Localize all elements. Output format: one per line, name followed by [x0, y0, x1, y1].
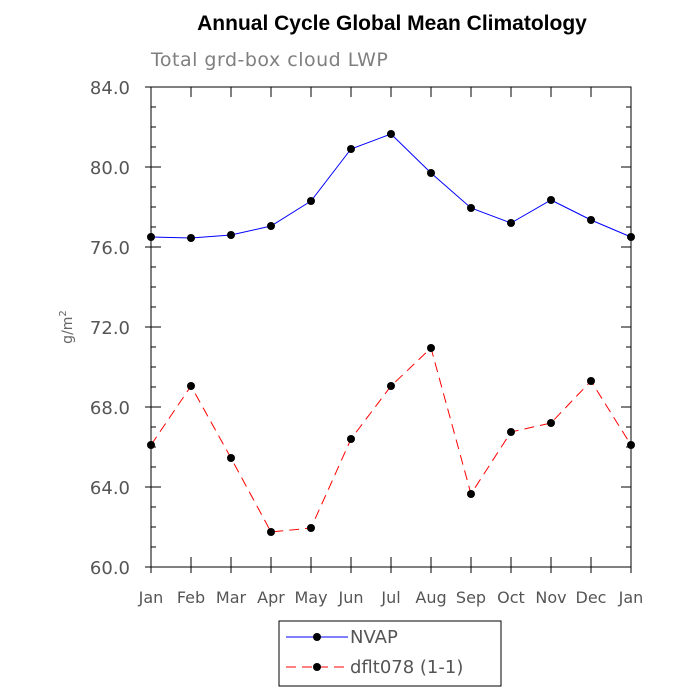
plot-frame — [150, 86, 632, 568]
data-point — [547, 419, 555, 427]
data-point — [267, 528, 275, 536]
series-1 — [147, 344, 635, 536]
data-point — [227, 454, 235, 462]
x-tick-label: Jan — [618, 588, 644, 607]
legend-label: dflt078 (1-1) — [350, 657, 463, 678]
legend: NVAP dflt078 (1-1) — [278, 620, 502, 687]
y-tick-label: 80.0 — [90, 158, 130, 179]
legend-box — [278, 620, 502, 687]
x-tick-label: May — [294, 588, 327, 607]
x-tick-label: Sep — [456, 588, 486, 607]
legend-label: NVAP — [350, 627, 398, 648]
data-point — [387, 130, 395, 138]
x-tick-label: Jul — [380, 588, 400, 607]
data-point — [147, 233, 155, 241]
x-tick-label: Nov — [535, 588, 566, 607]
data-point — [307, 197, 315, 205]
x-tick-label: Aug — [415, 588, 446, 607]
data-point — [427, 344, 435, 352]
x-tick-label: Oct — [497, 588, 525, 607]
chart-title: Annual Cycle Global Mean Climatology — [197, 12, 587, 35]
data-point — [427, 169, 435, 177]
series-line — [150, 347, 632, 533]
data-point — [507, 428, 515, 436]
legend-item: dflt078 (1-1) — [286, 657, 463, 678]
legend-marker — [313, 633, 321, 641]
data-point — [187, 234, 195, 242]
x-axis-labels: Jan Feb Mar Apr May Jun Jul Aug Sep Oct Nov Dec Jan — [138, 588, 644, 607]
data-point — [227, 231, 235, 239]
data-point — [307, 524, 315, 532]
data-point — [507, 219, 515, 227]
y-tick-label: 76.0 — [90, 238, 130, 259]
data-point — [627, 441, 635, 449]
data-point — [627, 233, 635, 241]
legend-marker — [313, 663, 321, 671]
y-tick-label: 64.0 — [90, 478, 130, 499]
legend-item: NVAP — [286, 627, 398, 648]
x-tick-label: Feb — [177, 588, 205, 607]
data-point — [147, 441, 155, 449]
series-0 — [147, 130, 635, 242]
x-tick-label: Jun — [338, 588, 364, 607]
axis-ticks — [145, 86, 632, 573]
data-point — [467, 490, 475, 498]
y-tick-label: 68.0 — [90, 398, 130, 419]
data-point — [347, 145, 355, 153]
data-point — [187, 382, 195, 390]
y-axis-label: g/m2 — [58, 310, 76, 344]
y-axis-labels: 60.0 64.0 68.0 72.0 76.0 80.0 84.0 — [90, 78, 130, 579]
series-line — [150, 133, 632, 239]
data-point — [587, 216, 595, 224]
data-point — [267, 222, 275, 230]
data-point — [547, 196, 555, 204]
x-tick-label: Jan — [138, 588, 164, 607]
data-point — [387, 382, 395, 390]
x-tick-label: Mar — [216, 588, 247, 607]
chart-subtitle: Total grd-box cloud LWP — [150, 49, 388, 71]
data-point — [467, 204, 475, 212]
x-tick-label: Apr — [257, 588, 285, 607]
x-tick-label: Dec — [576, 588, 607, 607]
data-point — [347, 435, 355, 443]
y-tick-label: 60.0 — [90, 558, 130, 579]
series-layer — [147, 130, 635, 536]
y-tick-label: 72.0 — [90, 318, 130, 339]
data-point — [587, 377, 595, 385]
y-tick-label: 84.0 — [90, 78, 130, 99]
